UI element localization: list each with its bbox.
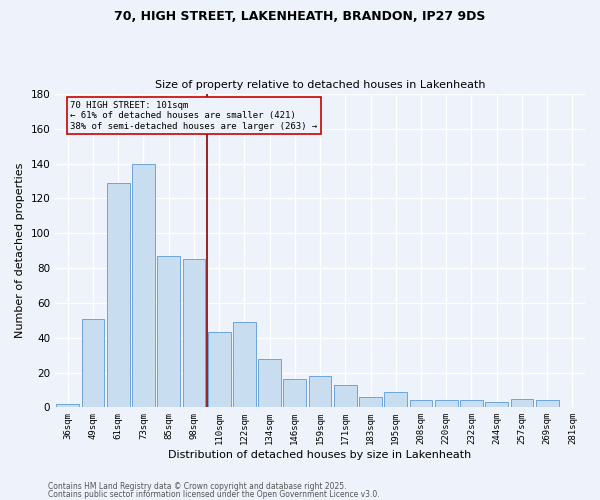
Bar (233, 322, 256, 408)
Bar (359, 397, 382, 407)
Bar (435, 400, 458, 407)
Text: 70 HIGH STREET: 101sqm
← 61% of detached houses are smaller (421)
38% of semi-de: 70 HIGH STREET: 101sqm ← 61% of detached… (70, 101, 317, 131)
Bar (107, 183, 130, 408)
Bar (208, 332, 230, 407)
Bar (334, 384, 356, 407)
Text: Contains public sector information licensed under the Open Government Licence v3: Contains public sector information licen… (48, 490, 380, 499)
Bar (132, 164, 155, 408)
Bar (460, 400, 483, 407)
Bar (56, 404, 79, 407)
Bar (309, 376, 331, 408)
Bar (182, 260, 205, 408)
Title: Size of property relative to detached houses in Lakenheath: Size of property relative to detached ho… (155, 80, 485, 90)
X-axis label: Distribution of detached houses by size in Lakenheath: Distribution of detached houses by size … (169, 450, 472, 460)
Bar (511, 398, 533, 407)
Bar (485, 402, 508, 407)
Text: Contains HM Land Registry data © Crown copyright and database right 2025.: Contains HM Land Registry data © Crown c… (48, 482, 347, 491)
Bar (536, 400, 559, 407)
Bar (410, 400, 433, 407)
Bar (157, 256, 180, 408)
Text: 70, HIGH STREET, LAKENHEATH, BRANDON, IP27 9DS: 70, HIGH STREET, LAKENHEATH, BRANDON, IP… (115, 10, 485, 23)
Bar (385, 392, 407, 407)
Bar (82, 318, 104, 408)
Bar (258, 358, 281, 408)
Bar (283, 380, 306, 407)
Y-axis label: Number of detached properties: Number of detached properties (15, 163, 25, 338)
